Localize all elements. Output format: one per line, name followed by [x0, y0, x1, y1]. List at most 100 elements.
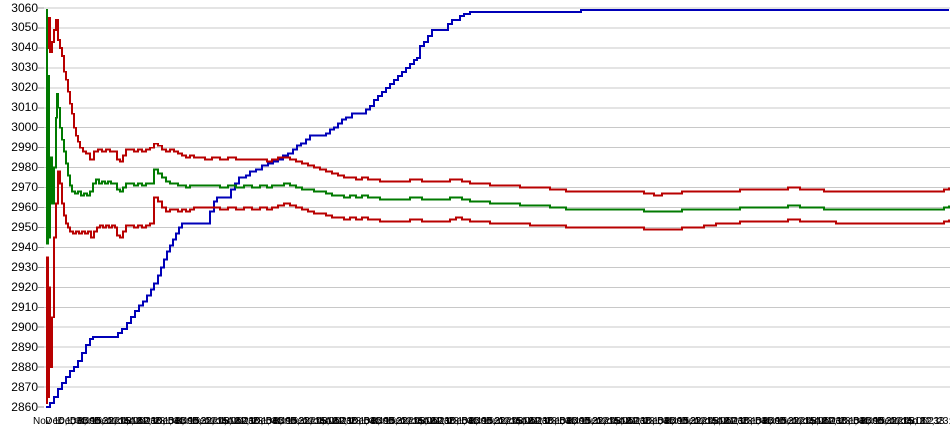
x-axis-label: Jan 5, 21:38 — [693, 416, 749, 427]
x-axis-label: Nov 10, 03:49 — [130, 416, 194, 427]
x-axis-label: Jan 5, 21:38 — [791, 416, 847, 427]
x-axis-label: Dec 15, 12:48 — [363, 416, 426, 427]
series-cumulative-max-blue — [46, 9, 949, 408]
gridlines — [38, 7, 950, 408]
y-axis-label: 2890 — [11, 339, 38, 354]
x-axis-label: Dec 1, 06:15 — [241, 416, 298, 427]
x-axis-label: Jan 12, 23:54 — [510, 416, 571, 427]
x-axis-label: Jan 12, 23:54 — [412, 416, 473, 427]
y-axis-label: 2930 — [11, 259, 38, 274]
series-lower-band-red — [46, 170, 950, 404]
x-axis-label: Dec 15, 12:48 — [265, 416, 328, 427]
series-upper-band-red — [46, 9, 950, 197]
y-axis-label: 2910 — [11, 299, 38, 314]
x-axis-label: Jan 5, 21:38 — [889, 416, 945, 427]
x-axis-label: Dec 29, 18:21 — [877, 416, 940, 427]
x-axis-label: Dec 29, 18:21 — [485, 416, 548, 427]
x-axis-label: Jan 12, 23:54 — [608, 416, 669, 427]
x-axis-label: Dec 15, 12:48 — [852, 416, 916, 427]
x-axis-label: Dec 1, 06:15 — [632, 416, 690, 427]
y-axis-label: 2900 — [11, 319, 38, 334]
x-axis-label: Jan 12, 23:54 — [803, 416, 865, 427]
x-axis-label: Dec 15, 12:48 — [754, 416, 818, 427]
x-axis-label: Dec 1, 06:15 — [828, 416, 886, 427]
x-axis-label: Jan 5, 21:38 — [106, 416, 162, 427]
x-axis-label: Dec 8, 09:32 — [253, 416, 310, 427]
x-axis-label: Jan 5, 21:38 — [497, 416, 554, 427]
x-axis-label: Nov 10, 03:49 — [620, 416, 683, 427]
x-axis-label: Nov 10, 03:49 — [816, 416, 879, 427]
x-axis-label: Dec 15, 12:48 — [461, 416, 524, 427]
x-axis-label: Dec 8, 09:32 — [742, 416, 800, 427]
x-axis-label: Dec 22, 15:05 — [277, 416, 340, 427]
x-axis-label: Dec 29, 18:21 — [583, 416, 646, 427]
x-axis-label: Dec 1, 06:15 — [730, 416, 788, 427]
x-axis-label: Dec 29, 18:21 — [192, 416, 255, 427]
x-axis-label: Dec 22, 15:05 — [375, 416, 438, 427]
y-axis-label: 3030 — [11, 60, 38, 75]
y-axis-label: 2990 — [11, 140, 38, 155]
x-axis-label: Dec 8, 09:32 — [644, 416, 702, 427]
y-axis-label: 2960 — [11, 200, 38, 214]
x-axis-label: Jan 5, 21:38 — [400, 416, 456, 427]
x-axis-label: Dec 22, 15:05 — [571, 416, 634, 427]
y-axis-label: 2980 — [11, 160, 38, 175]
x-axis-label: Jan 5, 21:38 — [204, 416, 260, 427]
y-axis-label: 3010 — [11, 100, 38, 115]
x-axis-label: Dec 15, 12:48 — [657, 416, 720, 427]
y-axis-label: 2920 — [11, 279, 38, 294]
x-axis-label: Jan 5, 21:38 — [595, 416, 651, 427]
x-axis-label: Dec 1, 06:15 — [338, 416, 396, 427]
x-axis-label: Jan 12, 23:54 — [901, 416, 950, 427]
y-axis-label: 2970 — [11, 180, 38, 195]
x-axis-label: Nov 10, 03:49 — [522, 416, 585, 427]
x-axis-label: Dec 8, 09:32 — [155, 416, 213, 427]
x-axis-label: Dec 22, 15:05 — [81, 416, 145, 427]
x-axis-label: Nov 10, 03:49 — [326, 416, 389, 427]
x-axis-label: Dec 29, 18:21 — [94, 416, 157, 427]
y-axis-label: 2950 — [11, 219, 38, 234]
y-axis-label: 2870 — [11, 379, 38, 394]
x-axis-label: Nov 10, 03:49 — [718, 416, 781, 427]
x-axis-label: Jan 5, 21:38 — [302, 416, 358, 427]
x-axis-label: Dec 29, 18:21 — [289, 416, 353, 427]
y-axis-label: 3000 — [11, 120, 38, 135]
y-axis-label: 3050 — [11, 20, 38, 35]
x-axis-label: Dec 1, 06:15 — [436, 416, 494, 427]
x-axis-label: Dec 15, 12:48 — [69, 416, 132, 427]
x-axis-label: Dec 15, 12:48 — [559, 416, 622, 427]
y-axis-label: 3040 — [11, 40, 38, 55]
y-axis-label: 2860 — [11, 399, 38, 414]
x-axis-label: Dec 8, 09:32 — [351, 416, 408, 427]
x-axis-label: Jan 12, 23:54 — [705, 416, 767, 427]
x-axis-label: Dec 22, 15:05 — [179, 416, 243, 427]
x-axis-label: Dec 8, 09:32 — [57, 416, 115, 427]
y-axis-label: 2940 — [11, 239, 38, 254]
x-axis-label: Nov 10, 03:49 — [33, 416, 96, 427]
x-axis-label: Dec 8, 09:32 — [840, 416, 898, 427]
x-axis-label: Nov 10, 03:49 — [228, 416, 292, 427]
series-mean-green — [46, 9, 950, 245]
x-axis-label: Dec 22, 15:05 — [767, 416, 830, 427]
x-axis-label: Dec 1, 06:15 — [143, 416, 200, 427]
x-axis-label: Jan 12, 23:54 — [118, 416, 180, 427]
x-axis-label: Dec 15, 12:48 — [167, 416, 230, 427]
x-axis-label: Nov 10, 03:49 — [424, 416, 487, 427]
x-axis-label: Dec 22, 15:05 — [669, 416, 732, 427]
y-axis-label: 3060 — [11, 0, 38, 15]
x-axis-label: Dec 1, 06:15 — [45, 416, 102, 427]
x-axis-label: Jan 12, 23:54 — [216, 416, 278, 427]
x-axis-label: Jan 12, 23:54 — [314, 416, 376, 427]
x-axis-label: Dec 1, 06:15 — [534, 416, 592, 427]
x-axis-label: Dec 22, 15:05 — [865, 416, 928, 427]
y-axis-label: 3020 — [11, 80, 38, 95]
x-axis-label: Dec 8, 09:32 — [449, 416, 506, 427]
y-axis-label: 2880 — [11, 359, 38, 374]
x-axis-label: Dec 29, 18:21 — [387, 416, 451, 427]
x-axis-label-strip: Nov 10, 03:49 Dec 1, 06:15 Dec 8, 09:32 Dec… — [0, 415, 950, 429]
x-axis-label: Dec 8, 09:32 — [546, 416, 604, 427]
x-axis-label: Dec 29, 18:21 — [681, 416, 744, 427]
x-axis-label: Dec 22, 15:05 — [473, 416, 536, 427]
